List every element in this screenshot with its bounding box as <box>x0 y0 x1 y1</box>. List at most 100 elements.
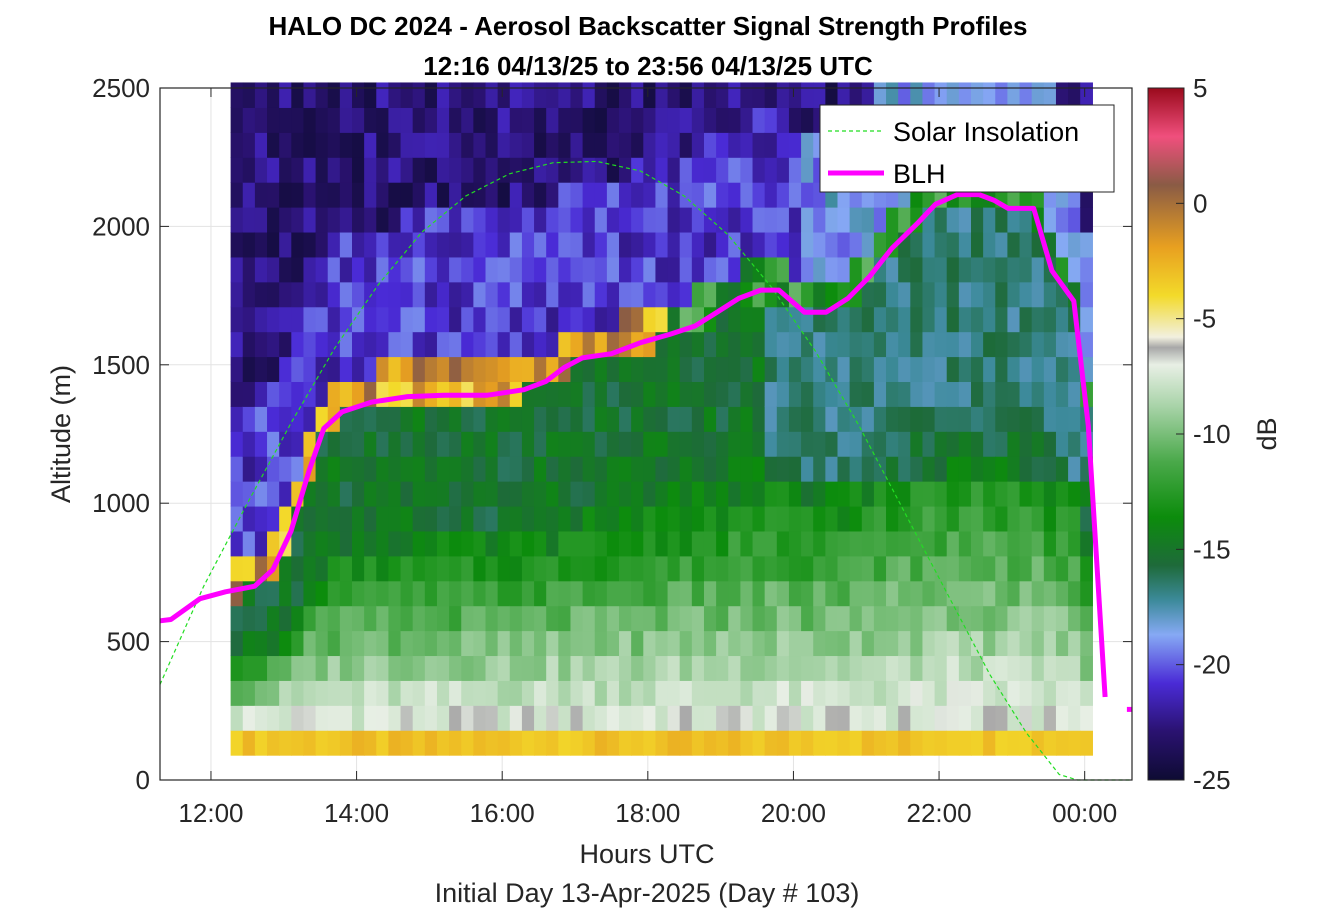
heatmap-cell <box>291 306 305 333</box>
heatmap-cell <box>546 655 559 681</box>
heatmap-cell <box>788 406 802 432</box>
colorbar-tick-label: -20 <box>1193 650 1231 680</box>
heatmap-cell <box>546 530 559 557</box>
heatmap-cell <box>849 655 863 681</box>
y-tick-label: 1000 <box>92 488 150 518</box>
heatmap-cell <box>485 231 499 258</box>
heatmap-cell <box>983 431 996 457</box>
heatmap-cell <box>728 107 741 133</box>
heatmap-cell <box>291 82 305 108</box>
heatmap-cell <box>594 331 608 358</box>
heatmap-cell <box>412 306 426 333</box>
heatmap-cell <box>254 406 268 432</box>
heatmap-cell <box>1043 705 1057 731</box>
heatmap-cell <box>1043 306 1057 333</box>
heatmap-cell <box>303 281 317 308</box>
heatmap-cell <box>764 406 778 432</box>
heatmap-cell <box>473 107 487 133</box>
heatmap-cell <box>279 256 292 283</box>
heatmap-cell <box>327 630 341 657</box>
heatmap-cell <box>922 331 936 358</box>
heatmap-cell <box>461 157 474 183</box>
heatmap-cell <box>946 431 960 457</box>
heatmap-cell <box>267 730 280 756</box>
heatmap-cell <box>327 132 341 158</box>
heatmap-cell <box>364 481 377 507</box>
heatmap-cell <box>910 406 924 432</box>
heatmap-cell <box>339 132 353 158</box>
heatmap-cell <box>424 182 438 208</box>
heatmap-cell <box>631 655 644 681</box>
heatmap-cell <box>934 705 948 731</box>
heatmap-cell <box>703 356 717 383</box>
heatmap-cell <box>837 456 851 482</box>
heatmap-cell <box>679 381 693 407</box>
heatmap-cell <box>449 182 462 208</box>
heatmap-cell <box>776 381 790 407</box>
heatmap-cell <box>473 655 487 681</box>
heatmap-cell <box>619 182 632 208</box>
heatmap-cell <box>837 481 851 507</box>
heatmap-cell <box>667 331 681 358</box>
heatmap-cell <box>1043 680 1057 706</box>
heatmap-cell <box>1019 555 1033 582</box>
heatmap-cell <box>873 680 887 706</box>
heatmap-cell <box>436 705 450 731</box>
heatmap-cell <box>461 705 474 731</box>
chart-subtitle: 12:16 04/13/25 to 23:56 04/13/25 UTC <box>423 51 873 81</box>
heatmap-cell <box>376 356 390 383</box>
heatmap-cell <box>449 630 462 657</box>
heatmap-cell <box>230 505 244 532</box>
heatmap-cell <box>837 406 851 432</box>
heatmap-cell <box>291 207 305 233</box>
heatmap-cell <box>946 580 960 607</box>
heatmap-cell <box>873 605 887 632</box>
heatmap-cell <box>619 231 632 258</box>
heatmap-cell <box>1007 331 1021 358</box>
heatmap-cell <box>971 231 984 258</box>
heatmap-cell <box>339 655 353 681</box>
heatmap-cell <box>691 82 705 108</box>
heatmap-cell <box>958 730 972 756</box>
heatmap-cell <box>788 730 802 756</box>
heatmap-cell <box>254 456 268 482</box>
heatmap-cell <box>291 132 305 158</box>
heatmap-cell <box>788 256 802 283</box>
heatmap-cell <box>1080 306 1093 333</box>
heatmap-cell <box>242 132 256 158</box>
heatmap-cell <box>934 256 948 283</box>
heatmap-cell <box>971 207 984 233</box>
heatmap-cell <box>631 231 644 258</box>
heatmap-cell <box>910 331 924 358</box>
heatmap-cell <box>400 655 414 681</box>
heatmap-cell <box>230 730 244 756</box>
heatmap-cell <box>740 331 754 358</box>
heatmap-cell <box>279 406 292 432</box>
heatmap-cell <box>279 331 292 358</box>
heatmap-cell <box>776 132 790 158</box>
heatmap-cell <box>983 306 996 333</box>
y-axis-label: Altitude (m) <box>46 365 76 503</box>
heatmap-cell <box>412 630 426 657</box>
heatmap-cell <box>376 406 390 432</box>
heatmap-cell <box>922 680 936 706</box>
heatmap-cell <box>570 456 584 482</box>
heatmap-cell <box>873 730 887 756</box>
heatmap-cell <box>1007 605 1021 632</box>
heatmap-cell <box>497 655 511 681</box>
heatmap-cell <box>655 580 669 607</box>
heatmap-cell <box>339 730 353 756</box>
heatmap-cell <box>291 381 305 407</box>
heatmap-cell <box>242 182 256 208</box>
heatmap-cell <box>570 530 584 557</box>
heatmap-cell <box>861 680 875 706</box>
heatmap-cell <box>303 655 317 681</box>
heatmap-cell <box>303 132 317 158</box>
heatmap-cell <box>424 281 438 308</box>
heatmap-cell <box>558 655 572 681</box>
heatmap-cell <box>679 356 693 383</box>
heatmap-cell <box>679 256 693 283</box>
heatmap-cell <box>376 281 390 308</box>
heatmap-cell <box>752 431 766 457</box>
heatmap-cell <box>643 481 657 507</box>
